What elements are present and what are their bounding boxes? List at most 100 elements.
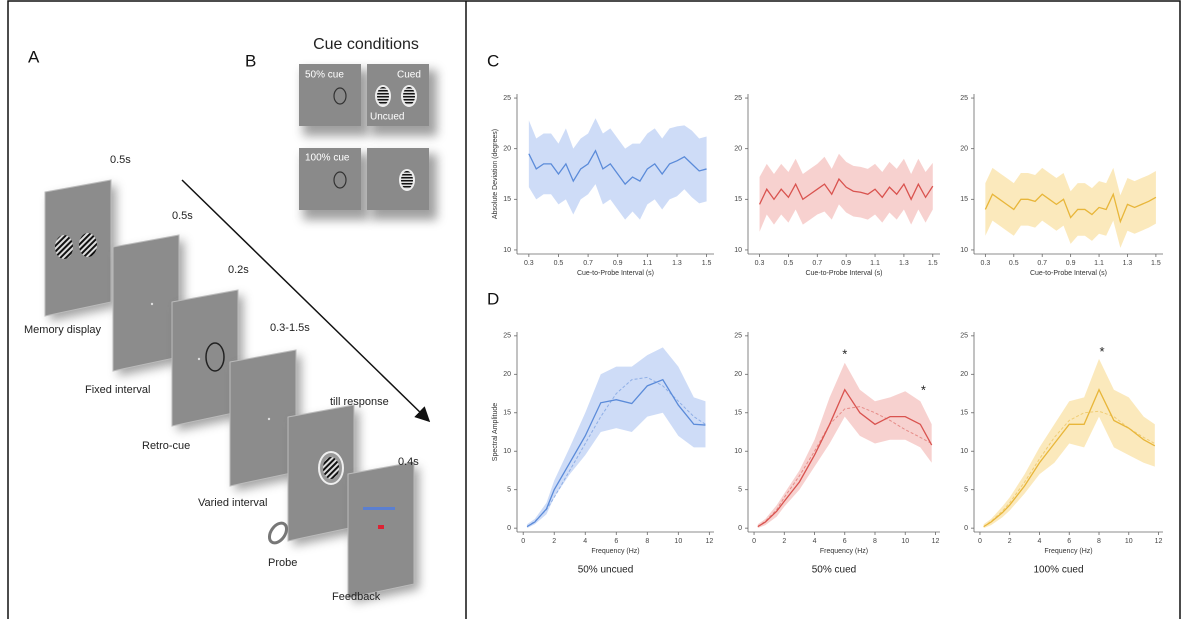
chart: 0 5 10 15 20 25 0 2 4 6 8 10 12 Frequency (Hz) Spectra… xyxy=(492,332,714,576)
x-tick-label: 0.3 xyxy=(524,260,534,267)
grating xyxy=(55,235,73,259)
x-tick-label: 10 xyxy=(901,538,909,545)
y-tick-label: 10 xyxy=(503,448,511,455)
fit-line xyxy=(757,406,932,528)
cue-label: Uncued xyxy=(370,112,404,123)
x-tick-label: 2 xyxy=(1008,538,1012,545)
time-arrow xyxy=(181,179,431,423)
screens: 0.5s Memory display 0.5s Fixed interval 0.2s… xyxy=(24,154,419,603)
x-axis-label: Cue-to-Probe Interval (s) xyxy=(577,270,654,277)
x-tick-label: 6 xyxy=(1067,538,1071,545)
x-tick-label: 6 xyxy=(614,538,618,545)
screen xyxy=(44,179,112,317)
x-tick-label: 0.9 xyxy=(1066,260,1076,267)
y-tick-label: 25 xyxy=(734,95,742,102)
x-tick-label: 6 xyxy=(843,538,847,545)
x-tick-label: 10 xyxy=(1125,538,1133,545)
retro-cue xyxy=(205,342,225,372)
x-tick-label: 0.5 xyxy=(1009,260,1019,267)
x-tick-label: 1.3 xyxy=(1123,260,1133,267)
screen-name: Memory display xyxy=(24,324,102,336)
x-tick-label: 8 xyxy=(645,538,649,545)
x-tick-label: 4 xyxy=(813,538,817,545)
y-axis-label: Spectral Amplitude xyxy=(492,403,499,461)
cue-box xyxy=(299,64,361,126)
x-axis-label: Frequency (Hz) xyxy=(820,548,868,555)
screen xyxy=(347,461,415,599)
y-tick-label: 5 xyxy=(964,487,968,494)
confidence-band xyxy=(759,153,933,232)
x-tick-label: 1.5 xyxy=(1151,260,1161,267)
x-tick-label: 0.7 xyxy=(812,260,822,267)
x-tick-label: 0.5 xyxy=(784,260,794,267)
mean-line xyxy=(528,149,707,186)
y-tick-label: 25 xyxy=(960,333,968,340)
grating xyxy=(401,85,417,107)
y-tick-label: 5 xyxy=(507,487,511,494)
mean-line xyxy=(758,177,934,205)
fixation xyxy=(197,357,201,361)
x-tick-label: 8 xyxy=(873,538,877,545)
x-axis-label: Frequency (Hz) xyxy=(1044,548,1092,555)
x-tick-label: 1.1 xyxy=(642,260,652,267)
cue-label: 50% cue xyxy=(305,70,344,81)
annotation: * xyxy=(842,347,847,362)
y-tick-label: 10 xyxy=(960,448,968,455)
mean-line xyxy=(983,388,1156,528)
screen-name: Fixed interval xyxy=(85,384,150,396)
cue-circle xyxy=(333,171,347,189)
y-tick-label: 15 xyxy=(734,410,742,417)
cue-box xyxy=(299,148,361,210)
x-tick-label: 0 xyxy=(978,538,982,545)
y-tick-label: 20 xyxy=(960,146,968,153)
confidence-band xyxy=(757,362,932,529)
x-tick-label: 2 xyxy=(552,538,556,545)
x-tick-label: 0.3 xyxy=(755,260,765,267)
grating xyxy=(323,457,339,479)
y-tick-label: 20 xyxy=(734,371,742,378)
x-tick-label: 12 xyxy=(932,538,940,545)
x-tick-label: 1.5 xyxy=(702,260,712,267)
mean-line xyxy=(757,388,933,528)
chart: 10 15 20 25 0.3 0.5 0.7 0.9 1.1 1.3 1.5 Cue-to-Prob… xyxy=(960,94,1163,277)
mean-line xyxy=(526,378,706,528)
screen xyxy=(171,289,239,427)
y-tick-label: 10 xyxy=(503,247,511,254)
confidence-band xyxy=(527,347,706,529)
mean-line xyxy=(984,192,1157,224)
y-tick-label: 20 xyxy=(503,146,511,153)
screen xyxy=(229,349,297,487)
x-tick-label: 12 xyxy=(705,538,713,545)
duration: 0.5s xyxy=(172,210,193,222)
feedback-text xyxy=(363,507,395,510)
duration: 0.3-1.5s xyxy=(270,322,310,334)
cue-boxes: 50% cue Cued Uncued 100% cue xyxy=(299,64,437,220)
y-tick-label: 15 xyxy=(503,410,511,417)
confidence-band xyxy=(985,167,1156,248)
duration: 0.5s xyxy=(110,154,131,166)
caption: 50% uncued xyxy=(578,565,634,576)
chart: 10 15 20 25 0.3 0.5 0.7 0.9 1.1 1.3 1.5 Cue-to-Prob… xyxy=(734,94,940,277)
x-tick-label: 0.3 xyxy=(981,260,991,267)
panel-label: A xyxy=(28,47,40,66)
frame xyxy=(7,0,1181,619)
panel-label: C xyxy=(487,51,499,70)
confidence-band xyxy=(528,118,707,220)
cue-box xyxy=(367,148,429,210)
y-tick-label: 15 xyxy=(960,410,968,417)
duration: till response xyxy=(330,396,389,408)
x-tick-label: 1.1 xyxy=(1094,260,1104,267)
confidence-band xyxy=(983,358,1155,529)
annotation: * xyxy=(921,383,926,398)
duration: 0.4s xyxy=(398,456,419,468)
cue-label: 100% cue xyxy=(305,153,350,164)
y-tick-label: 10 xyxy=(960,247,968,254)
cue-circle xyxy=(333,87,347,105)
y-tick-label: 15 xyxy=(960,196,968,203)
x-tick-label: 8 xyxy=(1097,538,1101,545)
screen-name: Probe xyxy=(268,557,297,569)
cue-label: Cued xyxy=(397,70,421,81)
grating xyxy=(375,85,391,107)
